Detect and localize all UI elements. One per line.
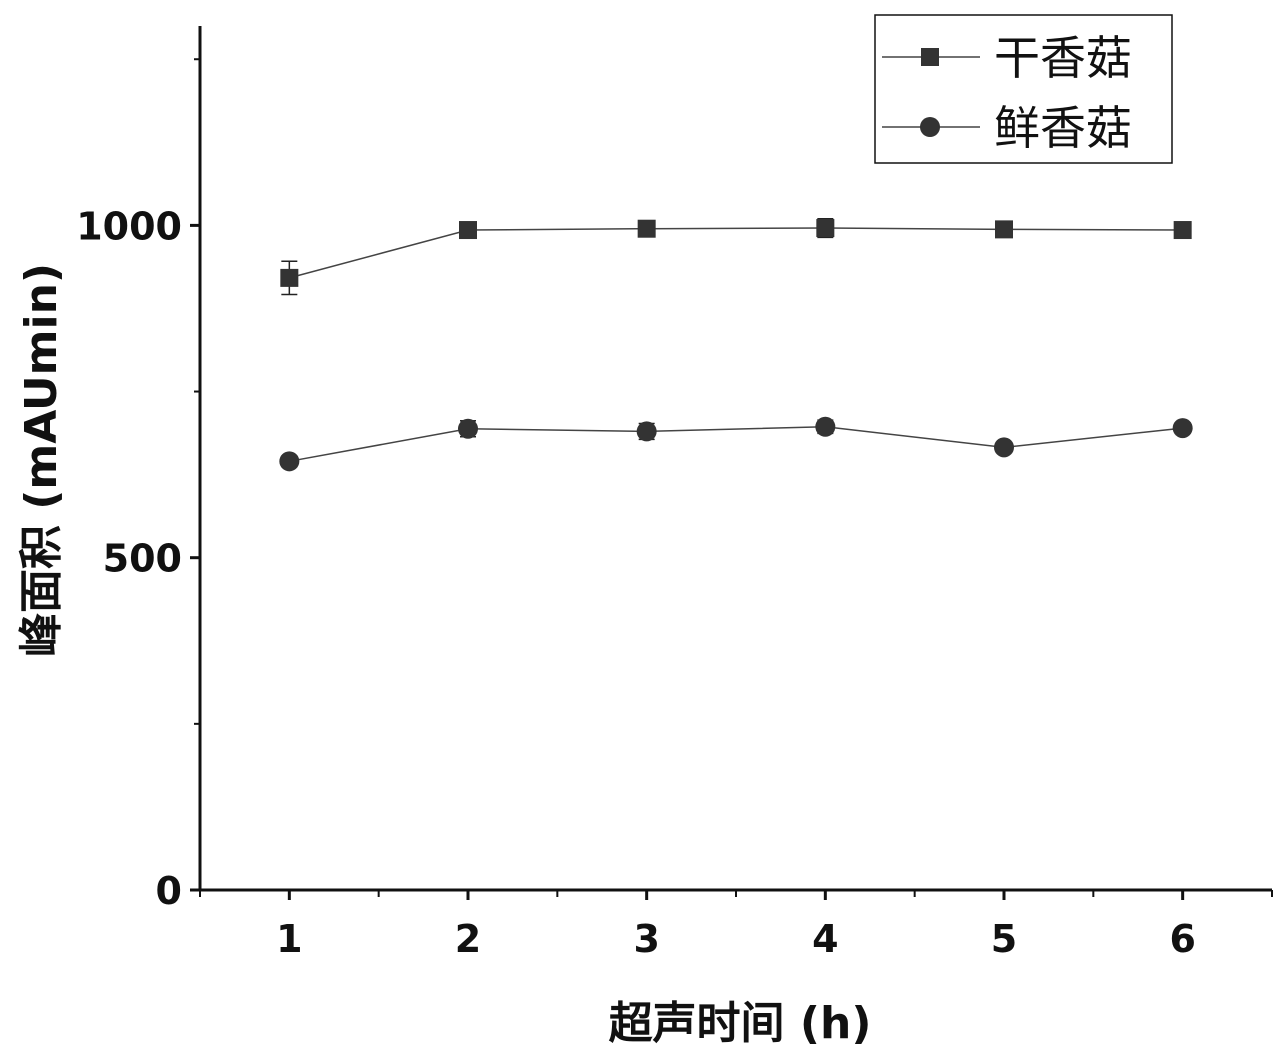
data-point-circle xyxy=(458,418,478,439)
x-tick-label: 4 xyxy=(812,917,838,961)
series-line xyxy=(289,227,1183,279)
data-point-circle xyxy=(815,416,836,437)
series-line xyxy=(289,426,1183,463)
legend-marker-fresh xyxy=(920,117,940,137)
x-tick-label: 5 xyxy=(991,917,1017,961)
x-axis-title: 超声时间 (h) xyxy=(609,998,872,1049)
x-tick-label: 1 xyxy=(276,917,302,961)
x-tick-label: 6 xyxy=(1169,917,1195,961)
data-point-square xyxy=(816,219,835,238)
data-point-square xyxy=(459,221,477,240)
x-tick-label: 3 xyxy=(633,917,659,961)
legend-label-dried: 干香菇 xyxy=(994,31,1132,85)
data-point-square xyxy=(637,219,656,238)
y-axis-title: 峰面积 (mAUmin) xyxy=(16,263,67,657)
series-2 xyxy=(279,416,1193,472)
y-tick-label: 1000 xyxy=(76,204,182,248)
data-point-square xyxy=(1173,221,1192,240)
legend-label-fresh: 鲜香菇 xyxy=(994,101,1132,155)
series-1 xyxy=(280,217,1192,296)
x-ticks: 1 2 3 4 5 6 xyxy=(199,890,1273,961)
data-point-circle xyxy=(636,421,657,442)
data-point-square xyxy=(995,220,1013,239)
y-ticks: 0 500 1000 xyxy=(76,58,200,913)
x-tick-label: 2 xyxy=(455,917,481,961)
data-point-circle xyxy=(1172,418,1193,439)
data-point-circle xyxy=(279,451,300,472)
y-tick-label: 0 xyxy=(156,869,182,913)
series-layer xyxy=(279,217,1193,472)
legend-marker-dried xyxy=(921,48,939,66)
legend: 干香菇 鲜香菇 xyxy=(874,14,1173,164)
y-tick-label: 500 xyxy=(103,537,182,581)
data-point-circle xyxy=(994,437,1014,458)
legend-box xyxy=(874,14,1173,164)
data-point-square xyxy=(280,268,299,287)
